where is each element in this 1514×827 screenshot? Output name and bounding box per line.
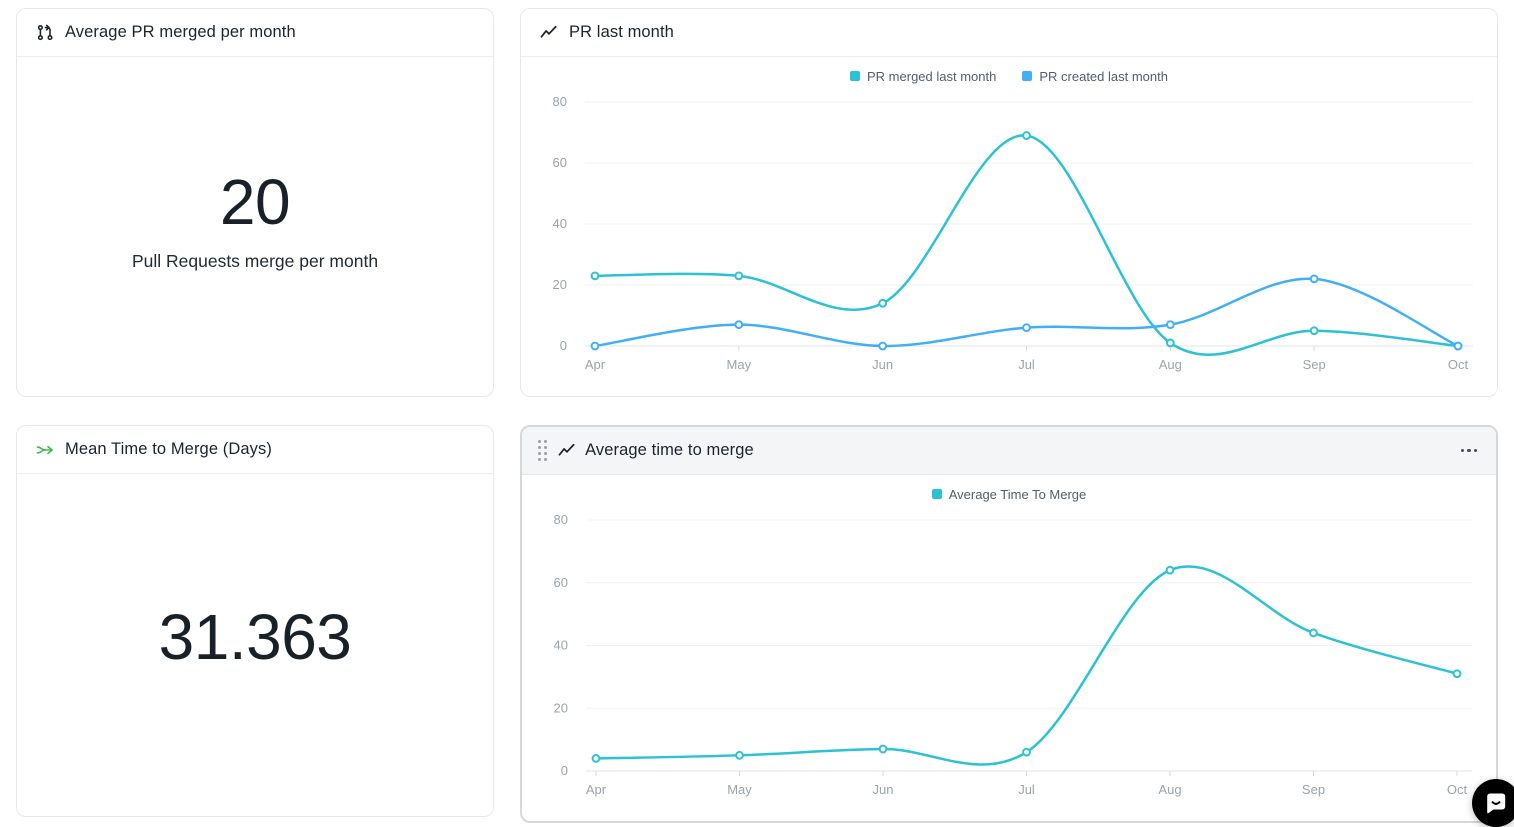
chart-legend: PR merged last month PR created last mont… (521, 57, 1497, 87)
drag-handle-icon[interactable] (536, 438, 549, 462)
data-point (1022, 747, 1031, 757)
card-header: Average PR merged per month (17, 9, 493, 57)
card-header: Mean Time to Merge (Days) (17, 426, 493, 474)
line-series-0 (594, 565, 1459, 766)
card-title: Average PR merged per month (65, 23, 296, 41)
svg-text:40: 40 (553, 216, 567, 231)
svg-text:Jul: Jul (1018, 782, 1035, 797)
card-average-pr-merged: Average PR merged per month 20 Pull Requ… (16, 8, 494, 397)
card-header: Average time to merge (522, 427, 1496, 475)
stat-block: 20 Pull Requests merge per month (17, 57, 493, 396)
data-point (735, 750, 744, 760)
chat-launcher-button[interactable] (1472, 779, 1514, 827)
chart-plot-area: 0 20 40 60 80 Apr May Jun Jul Aug Sep Oct (554, 512, 1472, 797)
card-title: PR last month (569, 23, 674, 41)
legend-label: PR created last month (1039, 68, 1168, 84)
data-point (1309, 326, 1319, 336)
data-point (590, 341, 600, 351)
svg-text:Aug: Aug (1159, 357, 1182, 372)
svg-text:Sep: Sep (1303, 357, 1326, 372)
stat-label: Pull Requests merge per month (131, 251, 379, 271)
svg-text:May: May (727, 357, 752, 372)
chart-legend: Average Time To Merge (522, 475, 1496, 505)
card-average-time-to-merge[interactable]: Average time to merge Average Time To Me… (520, 425, 1498, 823)
grid-lines (586, 519, 1472, 772)
data-point (591, 754, 601, 763)
trend-line-icon (539, 23, 559, 43)
chart-plot-area: 0 20 40 60 80 Apr May Jun Jul Aug Sep Oct (553, 94, 1473, 372)
svg-text:60: 60 (554, 575, 568, 590)
legend-item[interactable]: PR merged last month (850, 69, 996, 84)
data-point (1165, 320, 1175, 330)
svg-text:Jun: Jun (872, 357, 893, 372)
svg-text:Oct: Oct (1447, 782, 1468, 797)
svg-text:60: 60 (553, 155, 567, 170)
legend-label: Average Time To Merge (948, 486, 1087, 502)
svg-text:80: 80 (554, 512, 568, 527)
pr-last-month-line-chart[interactable]: PR merged last month PR created last mont… (521, 57, 1497, 396)
card-header: PR last month (521, 9, 1497, 57)
grid-lines (585, 101, 1473, 347)
svg-text:Oct: Oct (1448, 357, 1469, 372)
stat-block: 31.363 (17, 474, 493, 816)
trend-line-icon (557, 441, 577, 461)
data-point (1022, 131, 1031, 140)
svg-text:Jun: Jun (873, 782, 894, 797)
data-point (1165, 338, 1175, 348)
git-pull-request-icon (35, 23, 55, 43)
legend-swatch-icon (850, 71, 861, 81)
svg-text:40: 40 (554, 638, 568, 653)
data-point (1309, 628, 1318, 638)
legend-item[interactable]: Average Time To Merge (931, 486, 1087, 502)
svg-text:0: 0 (561, 763, 568, 778)
stat-value: 31.363 (158, 601, 352, 673)
card-title: Average time to merge (585, 441, 754, 459)
svg-text:0: 0 (560, 338, 567, 353)
data-point (878, 341, 888, 351)
card-title: Mean Time to Merge (Days) (65, 440, 272, 458)
y-axis-ticks: 0 20 40 60 80 (554, 512, 568, 778)
line-series-0 (593, 134, 1460, 356)
data-point (878, 744, 888, 754)
data-point (1022, 323, 1031, 333)
card-pr-last-month: PR last month PR merged last month PR cre… (520, 8, 1498, 397)
data-point (590, 271, 600, 281)
chat-bubble-icon (1483, 790, 1509, 816)
svg-text:80: 80 (553, 94, 567, 109)
svg-text:Jul: Jul (1018, 357, 1035, 372)
legend-label: PR merged last month (867, 68, 997, 84)
data-point (734, 271, 744, 281)
legend-item[interactable]: PR created last month (1022, 69, 1168, 84)
data-point (1452, 669, 1462, 679)
legend-swatch-icon (931, 489, 942, 499)
data-point (1453, 341, 1463, 351)
merge-arrow-icon (35, 440, 55, 460)
svg-text:May: May (727, 782, 752, 797)
x-axis-ticks: Apr May Jun Jul Aug Sep Oct (585, 346, 1469, 372)
x-axis-ticks: Apr May Jun Jul Aug Sep Oct (586, 771, 1468, 797)
more-options-button[interactable] (1456, 438, 1482, 464)
legend-swatch-icon (1022, 71, 1033, 81)
svg-text:20: 20 (554, 700, 568, 715)
svg-text:20: 20 (553, 277, 567, 292)
data-point (1309, 274, 1319, 284)
average-time-line-chart[interactable]: Average Time To Merge 0 20 40 60 80 Apr May Jun J… (522, 475, 1496, 821)
card-mean-time-to-merge: Mean Time to Merge (Days) 31.363 (16, 425, 494, 817)
line-series-1 (593, 277, 1460, 348)
stat-value: 20 (219, 166, 291, 238)
svg-text:Apr: Apr (585, 357, 606, 372)
data-point (1165, 565, 1175, 575)
svg-text:Apr: Apr (586, 782, 607, 797)
svg-text:Aug: Aug (1158, 782, 1181, 797)
svg-text:Sep: Sep (1302, 782, 1325, 797)
data-point (878, 298, 888, 308)
y-axis-ticks: 0 20 40 60 80 (553, 94, 567, 353)
data-point (734, 320, 744, 330)
